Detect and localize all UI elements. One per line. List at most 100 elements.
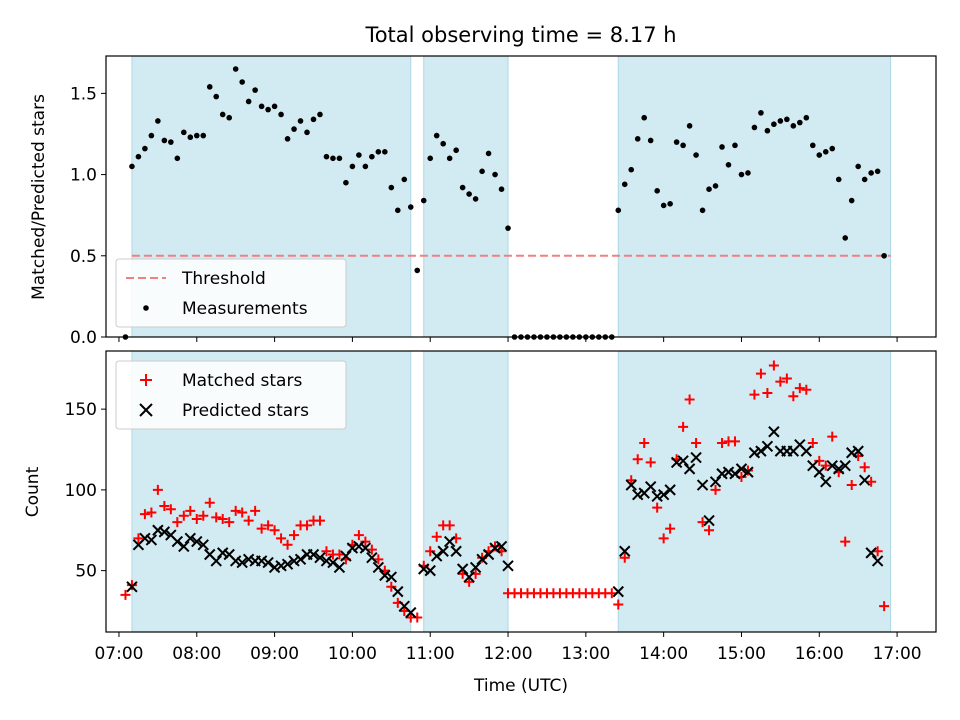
measurement-point: [356, 152, 362, 158]
predicted-stars-point: [657, 489, 670, 501]
matched-stars-point: [289, 530, 300, 541]
matched-stars-point: [775, 376, 786, 387]
measurement-point: [712, 183, 719, 189]
x-tick-label: 10:00: [328, 644, 377, 664]
matched-stars-point: [237, 507, 248, 518]
matched-stars-point: [794, 383, 805, 394]
measurement-point: [803, 114, 810, 121]
predicted-stars-point: [450, 545, 462, 557]
predicted-stars-point: [729, 468, 741, 480]
matched-stars-point: [321, 546, 332, 557]
matched-stars-point: [120, 589, 131, 600]
measurement-point: [343, 179, 349, 186]
measurement-point: [492, 171, 498, 178]
measurement-point: [375, 149, 382, 155]
measurement-point: [472, 196, 479, 202]
predicted-stars-point: [359, 542, 372, 554]
x-tick-label: 15:00: [717, 644, 766, 664]
matched-stars-point: [490, 541, 501, 552]
bottom-legend-box: [115, 360, 347, 430]
predicted-stars-point: [171, 535, 184, 548]
predicted-stars-point: [275, 560, 287, 572]
matched-stars-point: [211, 512, 222, 523]
measurement-point: [797, 119, 803, 126]
measurement-point: [667, 201, 673, 207]
predicted-stars-point: [340, 550, 352, 562]
measurement-point: [219, 111, 226, 118]
bottom-panel: 50 100 150 07:00 08:00 09:00 10:00 11:00 12:00 13…: [65, 350, 937, 664]
predicted-stars-point: [126, 581, 138, 593]
predicted-stars-point: [716, 468, 728, 480]
measurement-point: [187, 134, 194, 141]
predicted-stars-point: [353, 540, 365, 553]
top-panel: 0.0 0.5 1.0 1.5 Threshold Measurements: [70, 55, 937, 348]
x-tick-label: 08:00: [172, 644, 221, 664]
top-axes-frame: [105, 55, 937, 338]
matched-stars-point: [840, 536, 851, 547]
bottom-y-tick-label: 50: [75, 562, 97, 582]
x-tick-label: 16:00: [795, 644, 844, 664]
matched-stars-point: [768, 360, 779, 371]
matched-stars-point: [729, 436, 740, 447]
predicted-stars-point: [677, 455, 689, 467]
matched-stars-point: [639, 438, 650, 449]
predicted-stars-point: [430, 550, 443, 562]
predicted-stars-point: [424, 564, 436, 577]
measurement-point: [310, 116, 317, 123]
measurement-point: [777, 118, 784, 124]
top-observing-window-2: [618, 56, 891, 337]
measurement-point: [369, 153, 375, 160]
predicted-stars-point: [255, 555, 268, 567]
top-y-tick-label: 0.0: [70, 328, 97, 348]
predicted-stars-point: [476, 553, 488, 566]
measurement-point: [660, 202, 667, 209]
matched-stars-point: [399, 606, 410, 617]
measurement-point: [446, 155, 453, 162]
predicted-stars-point: [294, 553, 307, 566]
matched-stars-point: [606, 588, 617, 599]
measurement-point: [433, 132, 440, 139]
matched-stars-point: [366, 544, 377, 555]
matched-stars-point: [204, 497, 215, 508]
predicted-stars-point: [210, 555, 222, 567]
matched-stars-point: [360, 536, 371, 547]
measurement-point: [842, 235, 849, 241]
matched-stars-point: [276, 533, 287, 544]
measurement-point: [232, 66, 239, 72]
predicted-stars-point: [735, 463, 748, 475]
bottom-legend: Matched stars Predicted stars: [115, 360, 347, 430]
predicted-stars-point: [333, 561, 346, 574]
x-tick-label: 12:00: [484, 644, 533, 664]
predicted-stars-point: [664, 484, 676, 496]
top-y-tick-label: 1.5: [70, 84, 97, 104]
matched-stars-point: [334, 549, 345, 560]
measurement-point: [686, 123, 693, 129]
measurement-point: [200, 132, 207, 139]
measurement-point: [291, 126, 297, 132]
matched-stars-point: [807, 438, 818, 449]
legend-label: Predicted stars: [182, 401, 309, 421]
predicted-stars-point: [418, 563, 430, 575]
top-y-tick-label: 1.0: [70, 166, 97, 186]
matched-stars-point: [464, 576, 475, 587]
bottom-y-tick-label: 100: [65, 481, 97, 501]
measurement-point: [699, 207, 706, 214]
measurement-point: [719, 144, 725, 150]
matched-stars-point: [269, 525, 280, 536]
measurement-point: [732, 142, 738, 149]
top-legend-box: [115, 258, 347, 328]
measurement-point: [835, 176, 842, 183]
measurement-point: [181, 129, 187, 136]
legend-measurement-swatch: [143, 305, 149, 311]
x-tick-label: 13:00: [561, 644, 610, 664]
measurement-point: [466, 191, 472, 197]
predicted-stars-point: [489, 542, 501, 554]
measurement-point: [245, 98, 252, 105]
x-axis-label: Time (UTC): [473, 676, 568, 696]
chart-title: Total observing time = 8.17 h: [364, 23, 676, 47]
measurement-point: [394, 207, 401, 214]
matched-stars-point: [846, 480, 857, 491]
measurement-point: [505, 225, 511, 231]
matched-stars-point: [185, 505, 196, 516]
matched-stars-point: [717, 438, 728, 449]
